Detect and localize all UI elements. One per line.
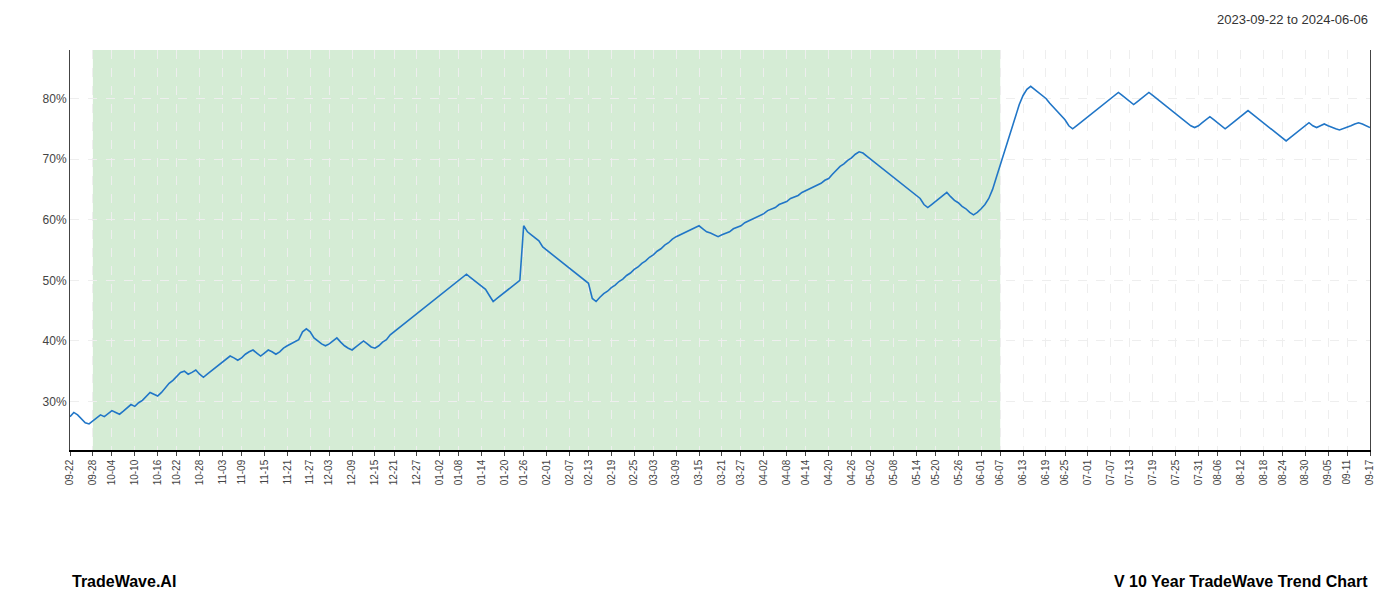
svg-text:11-15: 11-15 bbox=[259, 459, 270, 484]
svg-text:03-27: 03-27 bbox=[735, 459, 746, 485]
svg-text:04-14: 04-14 bbox=[800, 459, 811, 485]
svg-text:05-08: 05-08 bbox=[888, 459, 899, 485]
svg-text:07-19: 07-19 bbox=[1147, 459, 1158, 485]
svg-text:08-24: 08-24 bbox=[1277, 459, 1288, 485]
svg-text:04-20: 04-20 bbox=[823, 459, 834, 485]
svg-text:V 10 Year TradeWave Trend Char: V 10 Year TradeWave Trend Chart bbox=[1114, 573, 1368, 590]
svg-text:12-21: 12-21 bbox=[388, 459, 399, 485]
svg-text:10-04: 10-04 bbox=[106, 459, 117, 485]
svg-text:05-02: 05-02 bbox=[865, 459, 876, 485]
svg-text:02-07: 02-07 bbox=[564, 459, 575, 485]
svg-text:03-21: 03-21 bbox=[716, 459, 727, 485]
svg-text:04-02: 04-02 bbox=[758, 459, 769, 485]
svg-text:2023-09-22 to 2024-06-06: 2023-09-22 to 2024-06-06 bbox=[1217, 12, 1368, 27]
svg-text:02-13: 02-13 bbox=[583, 459, 594, 485]
svg-text:02-25: 02-25 bbox=[628, 459, 639, 485]
svg-text:05-26: 05-26 bbox=[953, 459, 964, 485]
svg-text:02-01: 02-01 bbox=[541, 459, 552, 485]
svg-text:12-09: 12-09 bbox=[346, 459, 357, 485]
svg-text:01-08: 01-08 bbox=[453, 459, 464, 485]
svg-text:11-27: 11-27 bbox=[304, 459, 315, 484]
svg-text:06-13: 06-13 bbox=[1017, 459, 1028, 485]
svg-text:08-12: 08-12 bbox=[1235, 459, 1246, 485]
svg-text:11-21: 11-21 bbox=[282, 459, 293, 484]
svg-text:07-01: 07-01 bbox=[1082, 459, 1093, 485]
svg-text:11-03: 11-03 bbox=[217, 459, 228, 484]
svg-text:07-25: 07-25 bbox=[1170, 459, 1181, 485]
svg-text:70%: 70% bbox=[43, 152, 67, 166]
svg-text:07-31: 07-31 bbox=[1193, 459, 1204, 485]
svg-text:03-03: 03-03 bbox=[648, 459, 659, 485]
svg-text:01-26: 01-26 bbox=[518, 459, 529, 485]
svg-text:08-18: 08-18 bbox=[1258, 459, 1269, 485]
svg-text:04-08: 04-08 bbox=[781, 459, 792, 485]
svg-text:04-26: 04-26 bbox=[846, 459, 857, 485]
svg-text:50%: 50% bbox=[43, 274, 67, 288]
svg-text:05-20: 05-20 bbox=[930, 459, 941, 485]
svg-text:10-16: 10-16 bbox=[152, 459, 163, 485]
svg-text:01-20: 01-20 bbox=[499, 459, 510, 485]
svg-text:09-17: 09-17 bbox=[1364, 459, 1375, 485]
svg-text:06-25: 06-25 bbox=[1059, 459, 1070, 485]
svg-text:12-27: 12-27 bbox=[411, 459, 422, 485]
svg-text:10-10: 10-10 bbox=[129, 459, 140, 485]
svg-text:10-22: 10-22 bbox=[171, 459, 182, 485]
svg-text:12-15: 12-15 bbox=[369, 459, 380, 485]
svg-text:07-13: 07-13 bbox=[1124, 459, 1135, 485]
svg-text:60%: 60% bbox=[43, 213, 67, 227]
svg-text:07-07: 07-07 bbox=[1105, 459, 1116, 485]
svg-text:03-09: 03-09 bbox=[670, 459, 681, 485]
svg-text:10-28: 10-28 bbox=[194, 459, 205, 485]
svg-text:80%: 80% bbox=[43, 92, 67, 106]
svg-text:09-28: 09-28 bbox=[87, 459, 98, 485]
svg-text:40%: 40% bbox=[43, 334, 67, 348]
svg-text:09-11: 09-11 bbox=[1341, 459, 1352, 484]
svg-text:11-09: 11-09 bbox=[236, 459, 247, 484]
svg-text:09-05: 09-05 bbox=[1322, 459, 1333, 485]
svg-text:02-19: 02-19 bbox=[606, 459, 617, 485]
svg-text:05-14: 05-14 bbox=[911, 459, 922, 485]
svg-text:12-03: 12-03 bbox=[323, 459, 334, 485]
svg-text:03-15: 03-15 bbox=[693, 459, 704, 485]
svg-text:06-19: 06-19 bbox=[1040, 459, 1051, 485]
svg-text:TradeWave.AI: TradeWave.AI bbox=[72, 573, 176, 590]
svg-text:01-02: 01-02 bbox=[434, 459, 445, 485]
svg-text:09-22: 09-22 bbox=[64, 459, 75, 485]
svg-text:08-30: 08-30 bbox=[1299, 459, 1310, 485]
svg-text:06-01: 06-01 bbox=[975, 459, 986, 485]
svg-text:06-07: 06-07 bbox=[994, 459, 1005, 485]
svg-text:08-06: 08-06 bbox=[1212, 459, 1223, 485]
svg-text:30%: 30% bbox=[43, 395, 67, 409]
svg-text:01-14: 01-14 bbox=[476, 459, 487, 485]
